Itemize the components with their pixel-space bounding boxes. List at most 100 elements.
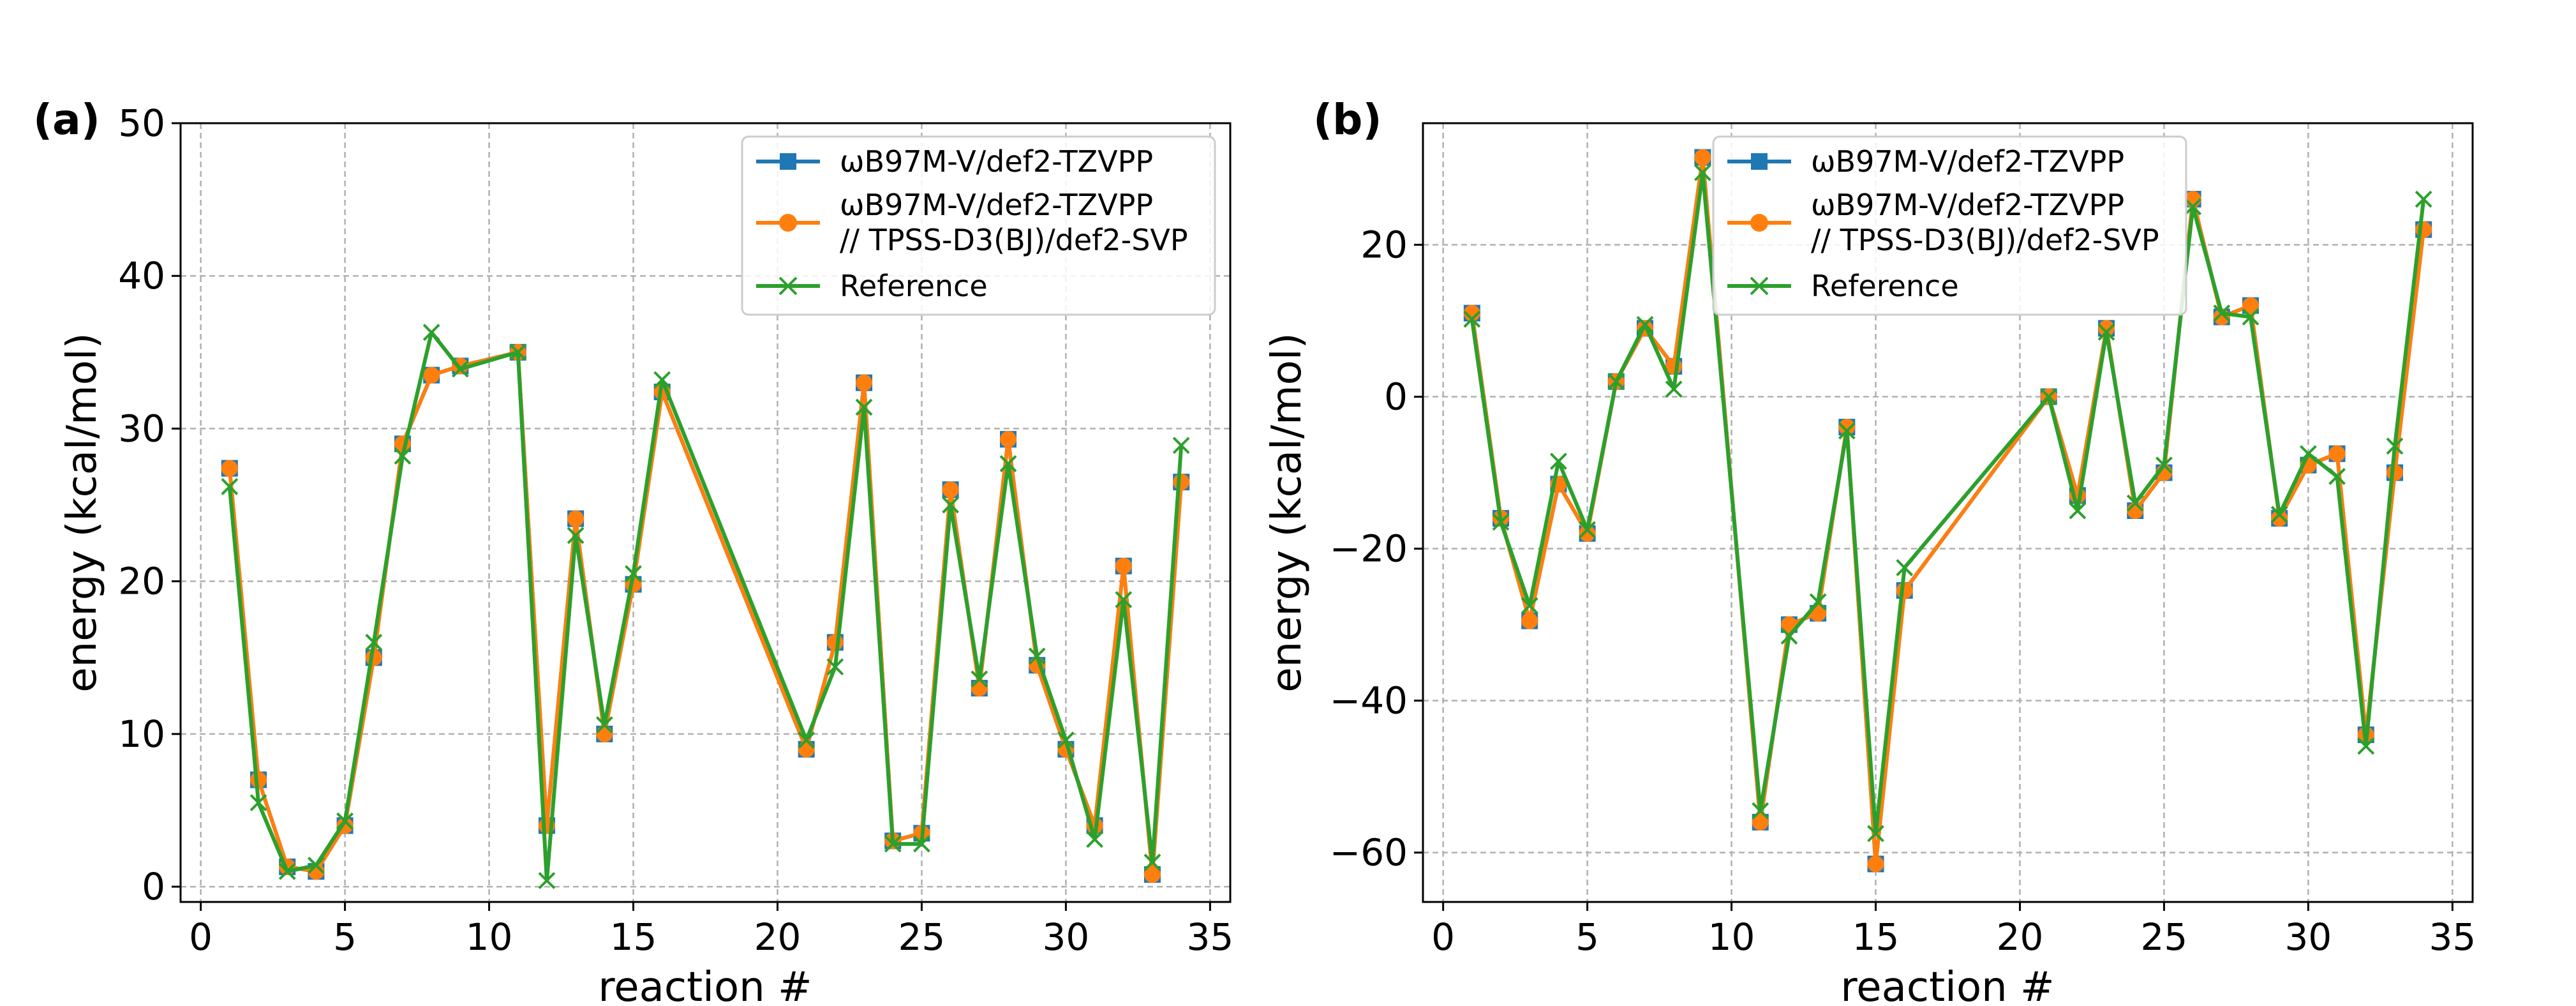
data-point-s3-23-a <box>855 398 873 416</box>
data-point-s3-30-a <box>1057 732 1075 749</box>
y-tick-label-40: 40 <box>118 254 165 297</box>
data-point-s2-32-a <box>1115 557 1132 574</box>
legend-marker-s1-a <box>780 153 796 170</box>
plot-frame-a <box>179 122 1232 903</box>
data-point-s2-31-b <box>2328 445 2346 462</box>
legend-label-s3-a: Reference <box>840 269 988 303</box>
y-tick-label-0: 0 <box>142 865 165 908</box>
legend-label-s1-a: ωB97M-V/def2-TZVPP <box>840 144 1153 179</box>
data-point-s2-23-a <box>856 374 873 391</box>
data-point-s3-14-a <box>595 716 613 733</box>
legend-label-s3-b: Reference <box>1811 269 1959 303</box>
data-point-s3-28-a <box>999 455 1017 472</box>
y-axis-label-b: energy (kcal/mol) <box>1263 333 1311 692</box>
y-tick-label--40: −40 <box>1330 679 1408 723</box>
x-tick-label-15: 15 <box>1852 915 1900 959</box>
data-point-s2-23-b <box>2098 320 2115 337</box>
legend-marker-s1-b <box>1751 153 1768 170</box>
data-point-s2-11-b <box>1752 814 1769 831</box>
data-point-s3-22-a <box>826 658 844 676</box>
panel-b: (b) 0 5 10 15 20 25 30 35 −60 −40 −20 0 20 reaction… <box>1263 95 2476 1006</box>
x-tick-label-10: 10 <box>466 915 513 959</box>
data-point-s3-1-a <box>221 477 239 495</box>
data-point-s3-34-b <box>2415 190 2432 208</box>
legend-box-a <box>741 135 1216 316</box>
x-ticks-b: 0 5 10 15 20 25 30 35 <box>1431 902 2476 959</box>
x-tick-label-35: 35 <box>2429 915 2476 959</box>
data-point-s2-21-a <box>798 740 815 758</box>
data-point-s3-9-b <box>1694 163 1711 181</box>
series-layer-a <box>221 324 1190 889</box>
legend-label-s2-line2-a: // TPSS-D3(BJ)/def2-SVP <box>840 223 1188 257</box>
data-point-s2-27-a <box>971 680 988 697</box>
data-point-s2-1-b <box>1463 304 1480 322</box>
data-point-s2-34-a <box>1173 474 1190 491</box>
panel-label-a: (a) <box>33 95 100 144</box>
data-point-s3-34-a <box>1172 437 1190 454</box>
data-point-s2-9-b <box>1694 149 1711 166</box>
data-point-s3-4-a <box>307 857 325 875</box>
x-tick-label-25: 25 <box>898 915 946 959</box>
data-point-s3-24-b <box>2126 494 2144 512</box>
legend-marker-s2-b <box>1750 214 1768 232</box>
data-point-s3-33-b <box>2386 437 2404 455</box>
data-point-s3-6-a <box>365 633 383 651</box>
data-point-s2-14-b <box>1838 419 1856 436</box>
data-point-s3-11-b <box>1752 802 1769 820</box>
data-point-s3-13-b <box>1809 593 1827 611</box>
data-point-s3-5-a <box>336 812 354 830</box>
plot-frame-b <box>1422 122 2474 903</box>
y-tick-label--60: −60 <box>1330 831 1408 875</box>
data-point-s3-25-a <box>913 835 930 853</box>
panel-label-b: (b) <box>1313 95 1382 144</box>
legend-label-s2-line2-b: // TPSS-D3(BJ)/def2-SVP <box>1811 223 2159 257</box>
x-tick-label-35: 35 <box>1186 915 1233 959</box>
y-axis-label-a: energy (kcal/mol) <box>59 333 106 692</box>
y-ticks-b: −60 −40 −20 0 20 <box>1330 223 1423 875</box>
data-point-s3-14-b <box>1838 422 1856 440</box>
x-tick-label-20: 20 <box>1997 915 2044 959</box>
legend-marker-s3-a <box>778 276 798 296</box>
series-line-1-a <box>227 350 1184 876</box>
data-point-s3-29-b <box>2270 506 2288 523</box>
legend-marker-s2-a <box>779 214 797 232</box>
x-axis-label-b: reaction # <box>1840 964 2054 1006</box>
data-point-s3-8-a <box>422 324 440 342</box>
data-point-s3-1-b <box>1463 310 1481 328</box>
data-point-s3-13-a <box>567 527 584 544</box>
x-ticks-a: 0 5 10 15 20 25 30 35 <box>189 902 1233 959</box>
data-point-s3-3-b <box>1521 597 1538 615</box>
x-tick-label-20: 20 <box>754 915 801 959</box>
panel-a: (a) 0 5 10 15 20 25 30 35 0 10 20 30 40 50 reaction … <box>33 95 1233 1006</box>
legend-a: ωB97M-V/def2-TZVPP ωB97M-V/def2-TZVPP //… <box>741 135 1216 316</box>
data-point-s2-5-b <box>1579 525 1596 542</box>
x-tick-label-15: 15 <box>610 915 657 959</box>
data-point-s3-26-a <box>942 496 960 514</box>
data-point-s2-29-b <box>2271 509 2288 527</box>
y-tick-label-50: 50 <box>118 101 165 145</box>
data-point-s3-7-a <box>394 447 412 465</box>
data-point-s2-1-a <box>221 460 238 477</box>
data-point-s3-24-a <box>884 835 902 853</box>
data-point-s2-33-b <box>2386 464 2403 481</box>
data-point-s2-28-b <box>2242 297 2260 314</box>
y-tick-label--20: −20 <box>1330 527 1408 571</box>
data-point-s3-23-b <box>2097 323 2115 341</box>
x-tick-label-30: 30 <box>1042 915 1089 959</box>
data-point-s3-30-b <box>2299 445 2317 463</box>
data-point-s3-31-a <box>1086 830 1104 848</box>
data-point-s3-21-a <box>798 732 815 749</box>
data-point-s3-7-b <box>1636 316 1654 333</box>
data-point-s3-16-b <box>1896 559 1914 576</box>
data-point-s3-9-a <box>451 360 469 378</box>
data-point-s3-25-b <box>2155 456 2173 474</box>
data-point-s3-12-a <box>538 872 556 889</box>
data-point-s3-3-a <box>278 862 296 880</box>
data-point-s3-32-b <box>2357 737 2375 755</box>
series-line-3-a <box>227 330 1184 883</box>
x-tick-label-25: 25 <box>2141 915 2188 959</box>
data-point-s3-33-a <box>1143 853 1161 871</box>
data-point-s3-2-b <box>1492 513 1510 531</box>
legend-marker-s3-b <box>1750 276 1769 296</box>
